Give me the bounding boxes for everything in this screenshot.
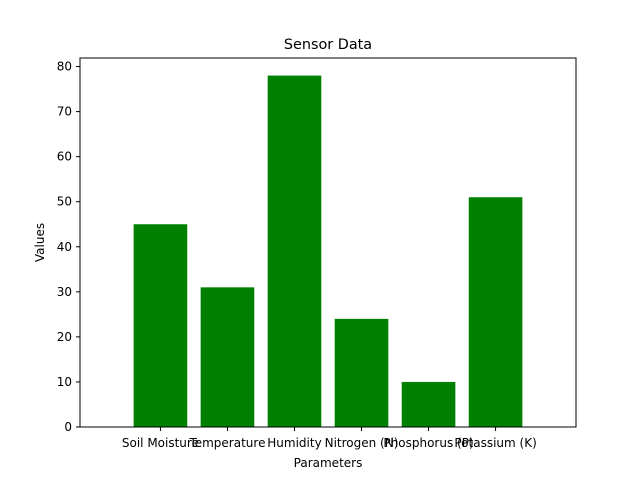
y-tick-label: 20: [57, 330, 72, 344]
bar-humidity: [267, 75, 322, 428]
y-axis-ticks: 0 10 20 30 40 50 60 70 80: [57, 60, 80, 434]
y-tick-label: 70: [57, 105, 72, 119]
plot-frame: [79, 57, 577, 428]
y-tick-label: 80: [57, 60, 72, 74]
x-tick-label: Nitrogen (N): [325, 436, 399, 450]
y-tick-label: 0: [64, 420, 72, 434]
bar-soil-moisture: [133, 224, 188, 427]
y-tick-label: 60: [57, 150, 72, 164]
y-tick-label: 30: [57, 285, 72, 299]
bar-phosphorus-p: [401, 381, 456, 427]
bar-group: [133, 75, 523, 428]
y-tick-label: 40: [57, 240, 72, 254]
y-axis-label: Values: [33, 223, 47, 262]
x-tick-label: Potassium (K): [454, 436, 536, 450]
x-tick-label: Soil Moisture: [122, 436, 199, 450]
x-tick-label: Humidity: [267, 436, 321, 450]
y-tick-label: 50: [57, 195, 72, 209]
chart-title: Sensor Data: [284, 37, 372, 53]
x-tick-label: Temperature: [188, 436, 265, 450]
x-tick-label: Phosphorus (P): [383, 436, 473, 450]
bar-nitrogen-n: [334, 318, 389, 427]
bar-temperature: [200, 287, 255, 427]
x-axis-label: Parameters: [294, 456, 363, 470]
y-tick-label: 10: [57, 375, 72, 389]
bar-potassium-k: [468, 197, 523, 427]
